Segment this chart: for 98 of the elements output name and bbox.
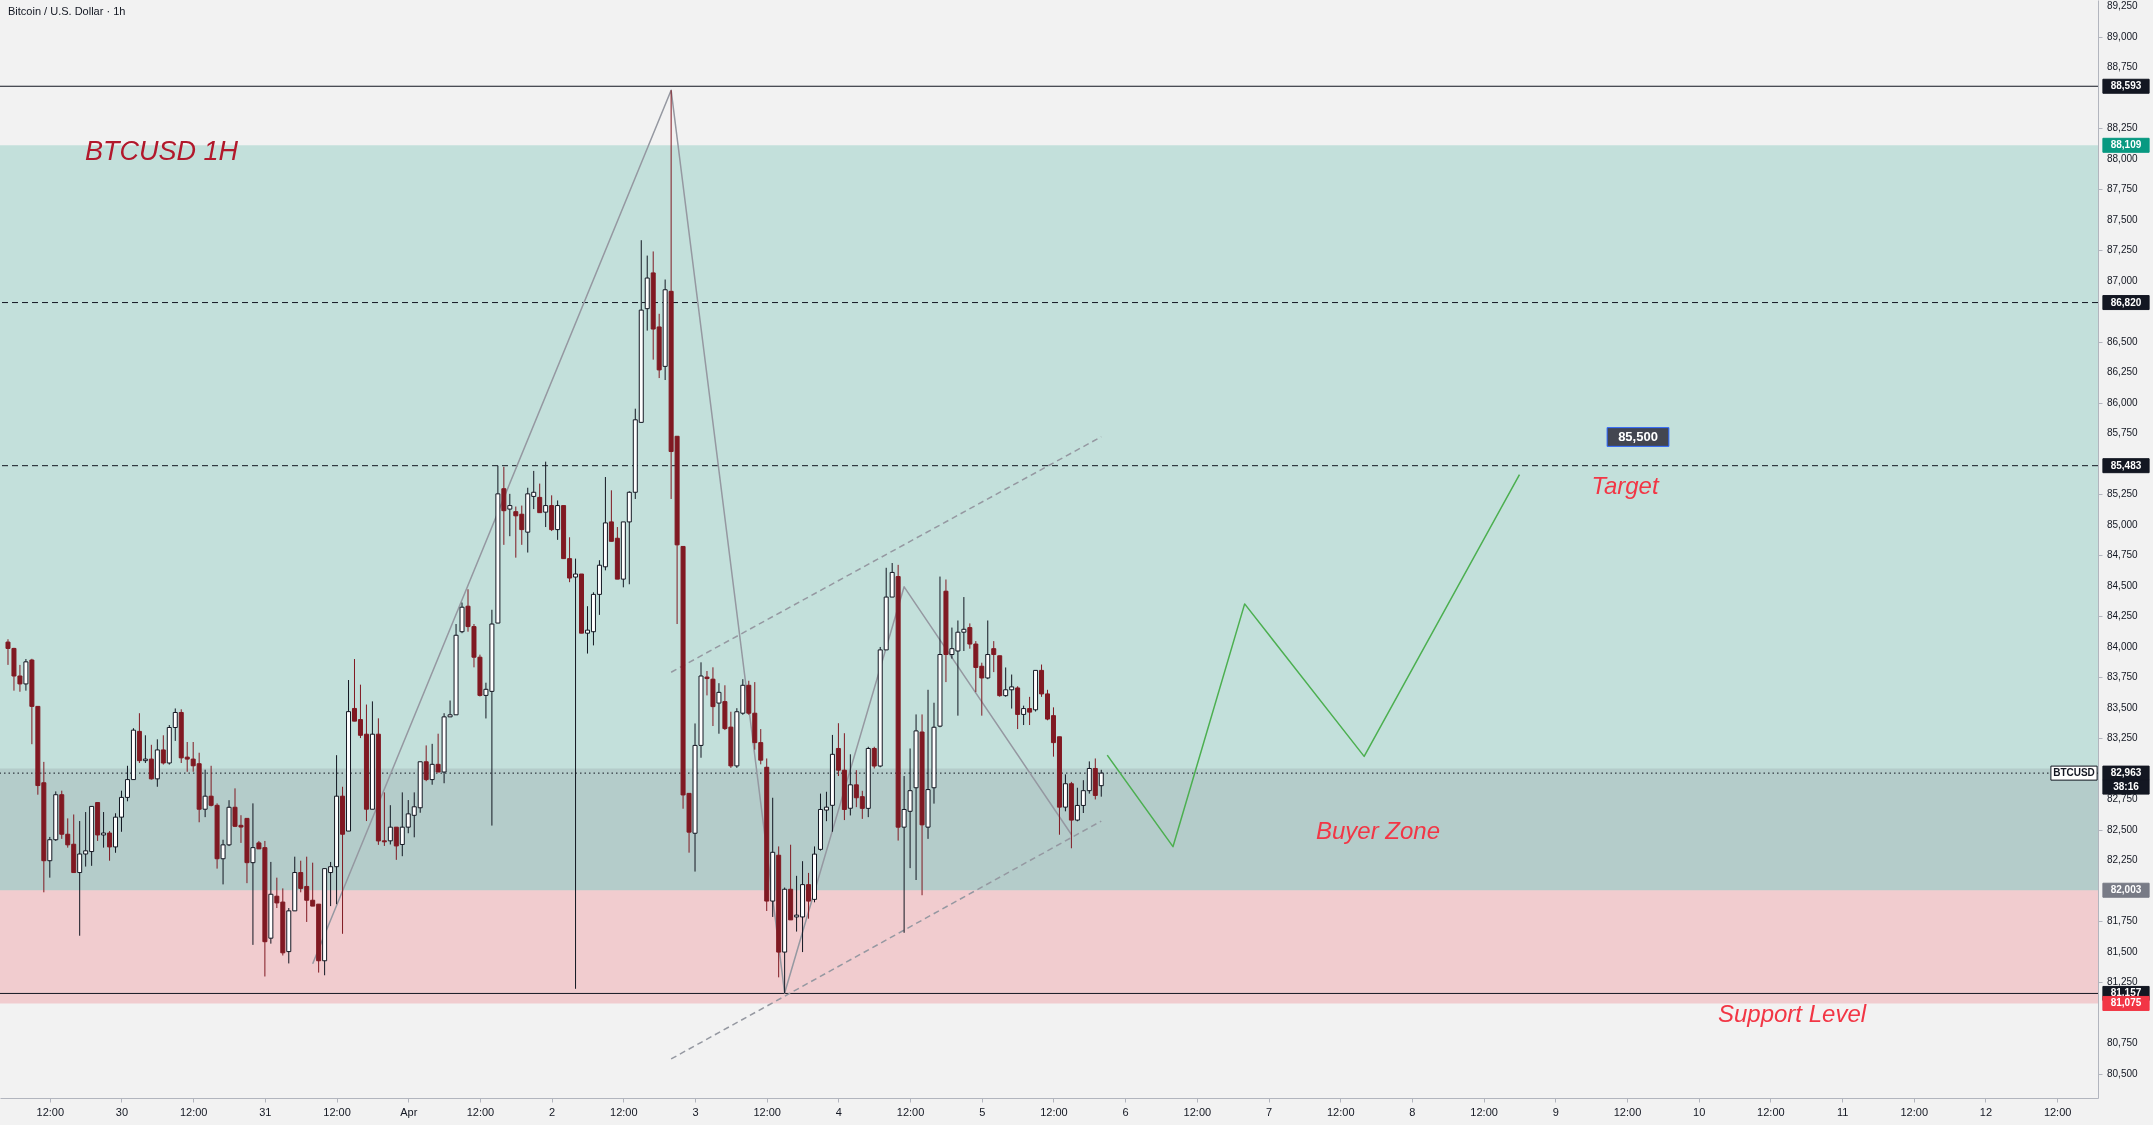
x-tick-label: 12:00 [466, 1105, 495, 1118]
candlestick [537, 483, 543, 514]
y-tick-label: 82,500 [2107, 823, 2139, 835]
y-tick-label: 86,250 [2107, 366, 2139, 378]
annotation: BTCUSD 1H [85, 136, 239, 166]
x-tick-label: 12:00 [323, 1105, 351, 1118]
candlestick [704, 670, 710, 696]
annotation: 85,500 [1618, 429, 1658, 444]
y-tick-label: 87,000 [2107, 274, 2139, 286]
candlestick [1062, 773, 1068, 812]
x-tick-label: 8 [1409, 1105, 1416, 1118]
candlestick [23, 658, 29, 692]
candlestick [435, 733, 441, 773]
candlestick [101, 811, 107, 849]
x-tick-label: 30 [115, 1105, 129, 1118]
x-tick-label: 12:00 [1183, 1105, 1212, 1118]
annotation: BTCUSD [2053, 767, 2095, 779]
x-tick-label: 3 [692, 1105, 699, 1118]
candlestick [160, 734, 166, 766]
y-tick-label: 86,000 [2107, 396, 2139, 408]
x-tick-label: 12:00 [1470, 1105, 1498, 1118]
candlestick [142, 734, 148, 764]
x-tick-label: 9 [1552, 1105, 1559, 1118]
x-tick-label: 12:00 [896, 1105, 925, 1118]
ref-line-label: 82,963 [2110, 767, 2142, 779]
y-tick-label: 83,750 [2107, 671, 2139, 683]
x-tick-label: 12:00 [1040, 1105, 1068, 1118]
candlestick [985, 619, 991, 680]
y-tick-label: 89,250 [2107, 0, 2139, 12]
x-tick-label: 6 [1122, 1105, 1129, 1118]
y-tick-label: 87,750 [2107, 183, 2139, 195]
y-tick-label: 87,500 [2107, 213, 2139, 225]
candlestick [501, 466, 507, 546]
candlestick [393, 826, 399, 861]
x-tick-label: 5 [979, 1105, 986, 1118]
x-tick-label: 4 [835, 1105, 842, 1118]
x-tick-label: 11 [1836, 1105, 1849, 1118]
y-tick-label: 88,750 [2107, 61, 2139, 73]
chart-title: Bitcoin / U.S. Dollar · 1h [8, 5, 126, 18]
candlestick [806, 872, 812, 920]
y-tick-label: 80,750 [2107, 1037, 2139, 1049]
y-tick-label: 82,750 [2107, 793, 2139, 805]
y-tick-label: 83,250 [2107, 732, 2139, 744]
y-tick-label: 83,500 [2107, 701, 2139, 713]
y-tick-label: 86,500 [2107, 335, 2139, 347]
y-tick-label: 81,250 [2107, 976, 2139, 988]
x-tick-label: 12 [1979, 1105, 1993, 1118]
x-tick-label: 10 [1693, 1105, 1706, 1118]
ref-line-label: 88,593 [2110, 80, 2142, 92]
candlestick [107, 830, 113, 862]
band-label: 81,075 [2110, 997, 2142, 1009]
x-tick-label: 12:00 [36, 1105, 65, 1118]
y-tick-label: 88,000 [2107, 152, 2139, 164]
y-tick-label: 87,250 [2107, 244, 2139, 256]
y-tick-label: 84,250 [2107, 610, 2139, 622]
ref-line-label: 81,157 [2110, 987, 2142, 999]
annotation: Buyer Zone [1315, 817, 1441, 844]
text: 38:16 [2113, 781, 2140, 793]
y-tick-label: 89,000 [2107, 30, 2139, 42]
y-tick-label: 82,250 [2107, 854, 2139, 866]
x-tick-label: 12:00 [2043, 1105, 2072, 1118]
y-tick-label: 84,000 [2107, 640, 2139, 652]
ref-line-label: 85,483 [2110, 459, 2142, 471]
band-label: 88,109 [2110, 139, 2142, 151]
x-tick-label: 12:00 [1757, 1105, 1785, 1118]
y-tick-label: 81,750 [2107, 915, 2139, 927]
candlestick [148, 744, 154, 781]
candlestick [716, 682, 722, 735]
x-tick-label: 2 [549, 1105, 556, 1118]
y-tick-label: 84,750 [2107, 549, 2139, 561]
annotation: Target [1591, 472, 1660, 499]
y-tick-label: 80,500 [2107, 1067, 2139, 1079]
candlestick [1027, 696, 1033, 726]
annotation: Support Level [1717, 1000, 1867, 1027]
x-tick-label: 12:00 [1613, 1105, 1642, 1118]
candlestick [387, 804, 393, 845]
candlestick [871, 746, 877, 769]
x-tick-label: Apr [400, 1105, 418, 1118]
band-label: 82,003 [2110, 884, 2142, 896]
candlestick [991, 640, 997, 673]
candlestick [423, 744, 429, 782]
candlestick [1021, 705, 1027, 726]
x-tick-label: 12:00 [1326, 1105, 1355, 1118]
y-tick-label: 81,500 [2107, 945, 2139, 957]
y-tick-label: 85,250 [2107, 488, 2139, 500]
candlestick [507, 493, 513, 537]
ref-line-label: 86,820 [2110, 296, 2142, 308]
x-tick-label: 31 [259, 1105, 272, 1118]
y-tick-label: 88,250 [2107, 122, 2139, 134]
y-tick-label: 85,750 [2107, 427, 2139, 439]
x-tick-label: 12:00 [179, 1105, 208, 1118]
x-tick-label: 12:00 [753, 1105, 781, 1118]
y-tick-label: 84,500 [2107, 579, 2139, 591]
x-tick-label: 7 [1265, 1105, 1273, 1118]
y-tick-label: 85,000 [2107, 518, 2139, 530]
x-tick-label: 12:00 [1900, 1105, 1929, 1118]
candlestick [250, 802, 256, 946]
x-tick-label: 12:00 [610, 1105, 638, 1118]
